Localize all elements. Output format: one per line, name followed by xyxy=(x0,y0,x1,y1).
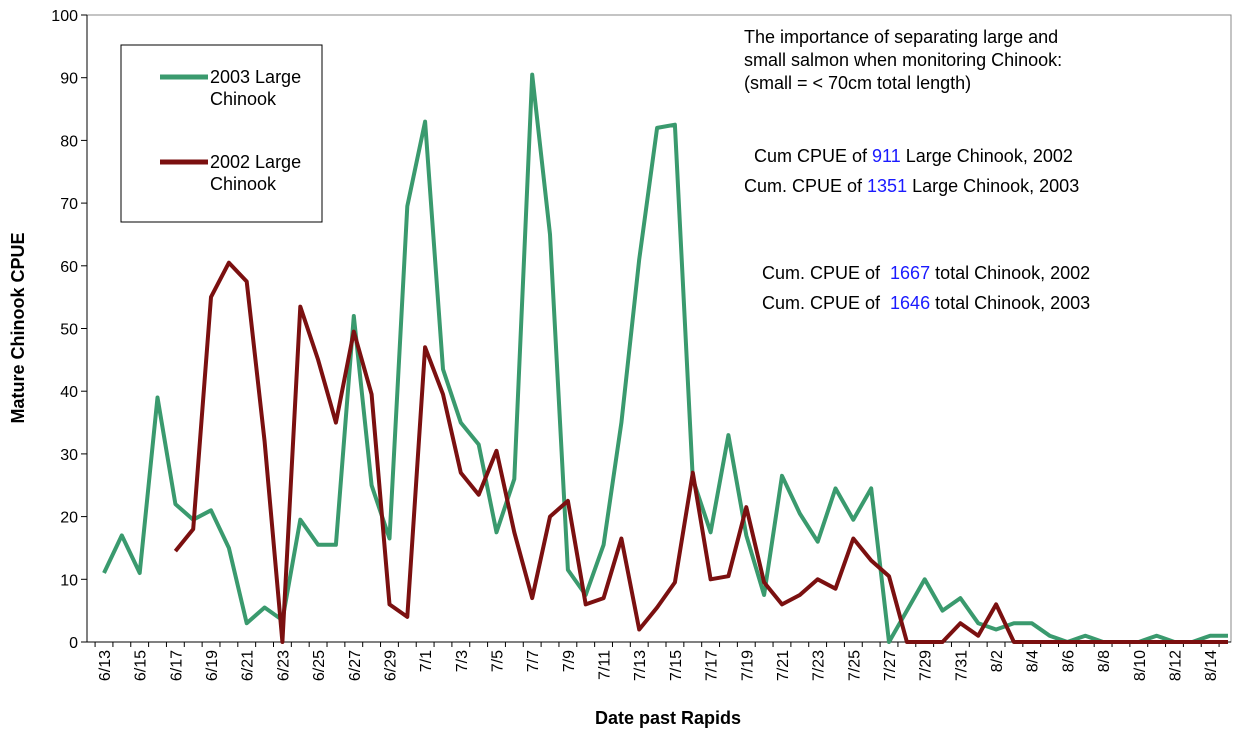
cum-note: Cum. CPUE of 1646 total Chinook, 2003 xyxy=(762,292,1090,315)
x-tick-label: 8/12 xyxy=(1167,650,1184,681)
cum-note-text: Large Chinook, 2003 xyxy=(912,176,1080,196)
line-series xyxy=(173,260,1228,644)
y-tick-label: 100 xyxy=(51,8,78,25)
cum-note-value: 911 xyxy=(872,146,901,166)
cum-note-text: Cum. CPUE of xyxy=(744,176,863,196)
x-tick-label: 7/21 xyxy=(775,650,792,681)
x-tick-label: 8/8 xyxy=(1096,650,1113,672)
x-tick-label: 7/15 xyxy=(668,650,685,681)
x-axis-title: Date past Rapids xyxy=(595,708,741,728)
x-tick-label: 7/1 xyxy=(418,650,435,672)
x-tick-label: 8/14 xyxy=(1203,650,1220,681)
x-tick-label: 7/29 xyxy=(918,650,935,681)
cum-note-value: 1667 xyxy=(890,263,931,283)
x-tick-label: 7/23 xyxy=(811,650,828,681)
y-axis-title: Mature Chinook CPUE xyxy=(8,232,28,423)
note: (small = < 70cm total length) xyxy=(744,73,972,93)
cum-note-text: Cum CPUE of xyxy=(754,146,868,166)
line-series xyxy=(102,72,1228,644)
x-tick-label: 6/21 xyxy=(240,650,257,681)
cum-note-text: total Chinook, 2003 xyxy=(935,293,1091,313)
x-tick-label: 6/19 xyxy=(204,650,221,681)
cum-note: Cum. CPUE of 1351 Large Chinook, 2003 xyxy=(744,175,1079,198)
y-tick-label: 60 xyxy=(60,259,78,276)
x-tick-label: 7/25 xyxy=(846,650,863,681)
y-tick-label: 20 xyxy=(60,510,78,527)
cum-note-text: Cum. CPUE of xyxy=(762,263,881,283)
x-tick-label: 7/13 xyxy=(632,650,649,681)
cum-note-value: 1646 xyxy=(890,293,931,313)
cum-note-value: 1351 xyxy=(867,176,908,196)
y-tick-label: 80 xyxy=(60,133,78,150)
cum-note-text: Large Chinook, 2002 xyxy=(905,146,1073,166)
legend-label: 2002 Large Chinook xyxy=(210,152,302,194)
note-block: The importance of separating large and s… xyxy=(744,26,1062,95)
y-tick-label: 50 xyxy=(60,322,78,339)
x-tick-label: 6/25 xyxy=(311,650,328,681)
x-tick-label: 7/31 xyxy=(953,650,970,681)
cum-note: Cum CPUE of 911 Large Chinook, 2002 xyxy=(754,145,1073,168)
cum-note-text: Cum. CPUE of xyxy=(762,293,881,313)
x-tick-label: 8/4 xyxy=(1025,650,1042,672)
y-tick-label: 30 xyxy=(60,447,78,464)
x-tick-label: 7/3 xyxy=(454,650,471,672)
y-tick-label: 0 xyxy=(69,635,78,652)
legend-label: 2003 Large Chinook xyxy=(210,67,302,109)
x-tick-label: 7/17 xyxy=(704,650,721,681)
x-tick-label: 6/13 xyxy=(97,650,114,681)
x-tick-label: 7/27 xyxy=(882,650,899,681)
y-tick-label: 10 xyxy=(60,572,78,589)
x-tick-label: 6/27 xyxy=(347,650,364,681)
x-tick-label: 7/11 xyxy=(597,650,614,680)
y-tick-label: 70 xyxy=(60,196,78,213)
x-tick-label: 7/5 xyxy=(490,650,507,672)
x-tick-label: 6/29 xyxy=(382,650,399,681)
note: small salmon when monitoring Chinook: xyxy=(744,50,1063,70)
x-tick-label: 6/23 xyxy=(275,650,292,681)
legend-box xyxy=(120,44,323,223)
x-tick-label: 6/17 xyxy=(168,650,185,681)
x-tick-label: 7/7 xyxy=(525,650,542,672)
x-tick-label: 8/6 xyxy=(1060,650,1077,672)
cum-note: Cum. CPUE of 1667 total Chinook, 2002 xyxy=(762,262,1090,285)
x-tick-label: 7/19 xyxy=(739,650,756,681)
y-tick-label: 90 xyxy=(60,71,78,88)
cum-note-text: total Chinook, 2002 xyxy=(935,263,1091,283)
x-tick-label: 8/2 xyxy=(989,650,1006,672)
y-tick-label: 40 xyxy=(60,384,78,401)
x-tick-label: 7/9 xyxy=(561,650,578,672)
x-tick-label: 8/10 xyxy=(1132,650,1149,681)
note: The importance of separating large and xyxy=(744,27,1059,47)
x-tick-label: 6/15 xyxy=(133,650,150,681)
